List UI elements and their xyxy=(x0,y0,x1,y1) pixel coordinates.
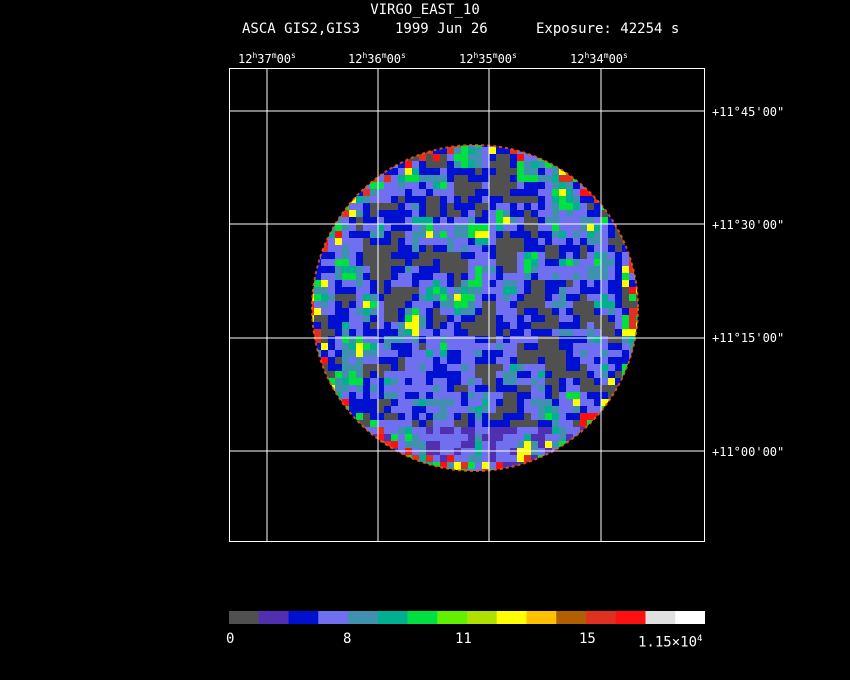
colorbar-swatch xyxy=(377,611,408,624)
colorbar-label: 11 xyxy=(455,631,472,647)
plot-border xyxy=(229,68,705,542)
dec-tick-label: +11°00'00" xyxy=(712,445,785,459)
colorbar-swatch xyxy=(348,611,379,624)
colorbar xyxy=(229,611,705,624)
date-label: 1999 Jun 26 xyxy=(395,21,488,37)
colorbar-label: 8 xyxy=(343,631,352,647)
field-of-view-edge xyxy=(311,144,639,472)
dec-tick-label: +11°45'00" xyxy=(712,105,785,119)
colorbar-swatch xyxy=(645,611,676,624)
colorbar-swatch xyxy=(467,611,498,624)
colorbar-swatch xyxy=(586,611,617,624)
instrument-label: ASCA GIS2,GIS3 xyxy=(242,21,361,37)
colorbar-label: 0 xyxy=(226,631,235,647)
colorbar-max-label: 1.15×104 xyxy=(638,634,703,651)
colorbar-swatch xyxy=(675,611,705,624)
colorbar-swatch xyxy=(526,611,557,624)
colorbar-swatch xyxy=(437,611,468,624)
colorbar-swatch xyxy=(318,611,349,624)
xray-intensity-map xyxy=(312,145,638,471)
colorbar-swatch xyxy=(258,611,289,624)
coordinate-grid xyxy=(229,68,705,542)
image-title: VIRGO_EAST_10 xyxy=(370,2,480,18)
colorbar-swatch xyxy=(288,611,319,624)
ra-tick-label: 12h37m00s xyxy=(238,51,296,66)
dec-tick-label: +11°15'00" xyxy=(712,331,785,345)
ra-tick-label: 12h34m00s xyxy=(570,51,628,66)
exposure-label: Exposure: 42254 s xyxy=(536,21,680,37)
ra-tick-label: 12h36m00s xyxy=(348,51,406,66)
colorbar-swatch xyxy=(556,611,587,624)
dec-tick-label: +11°30'00" xyxy=(712,218,785,232)
colorbar-swatch xyxy=(496,611,527,624)
sky-image-frame xyxy=(229,68,705,542)
colorbar-swatch xyxy=(407,611,438,624)
colorbar-swatch xyxy=(229,611,260,624)
ra-tick-label: 12h35m00s xyxy=(459,51,517,66)
colorbar-swatch xyxy=(615,611,646,624)
colorbar-label: 15 xyxy=(579,631,596,647)
